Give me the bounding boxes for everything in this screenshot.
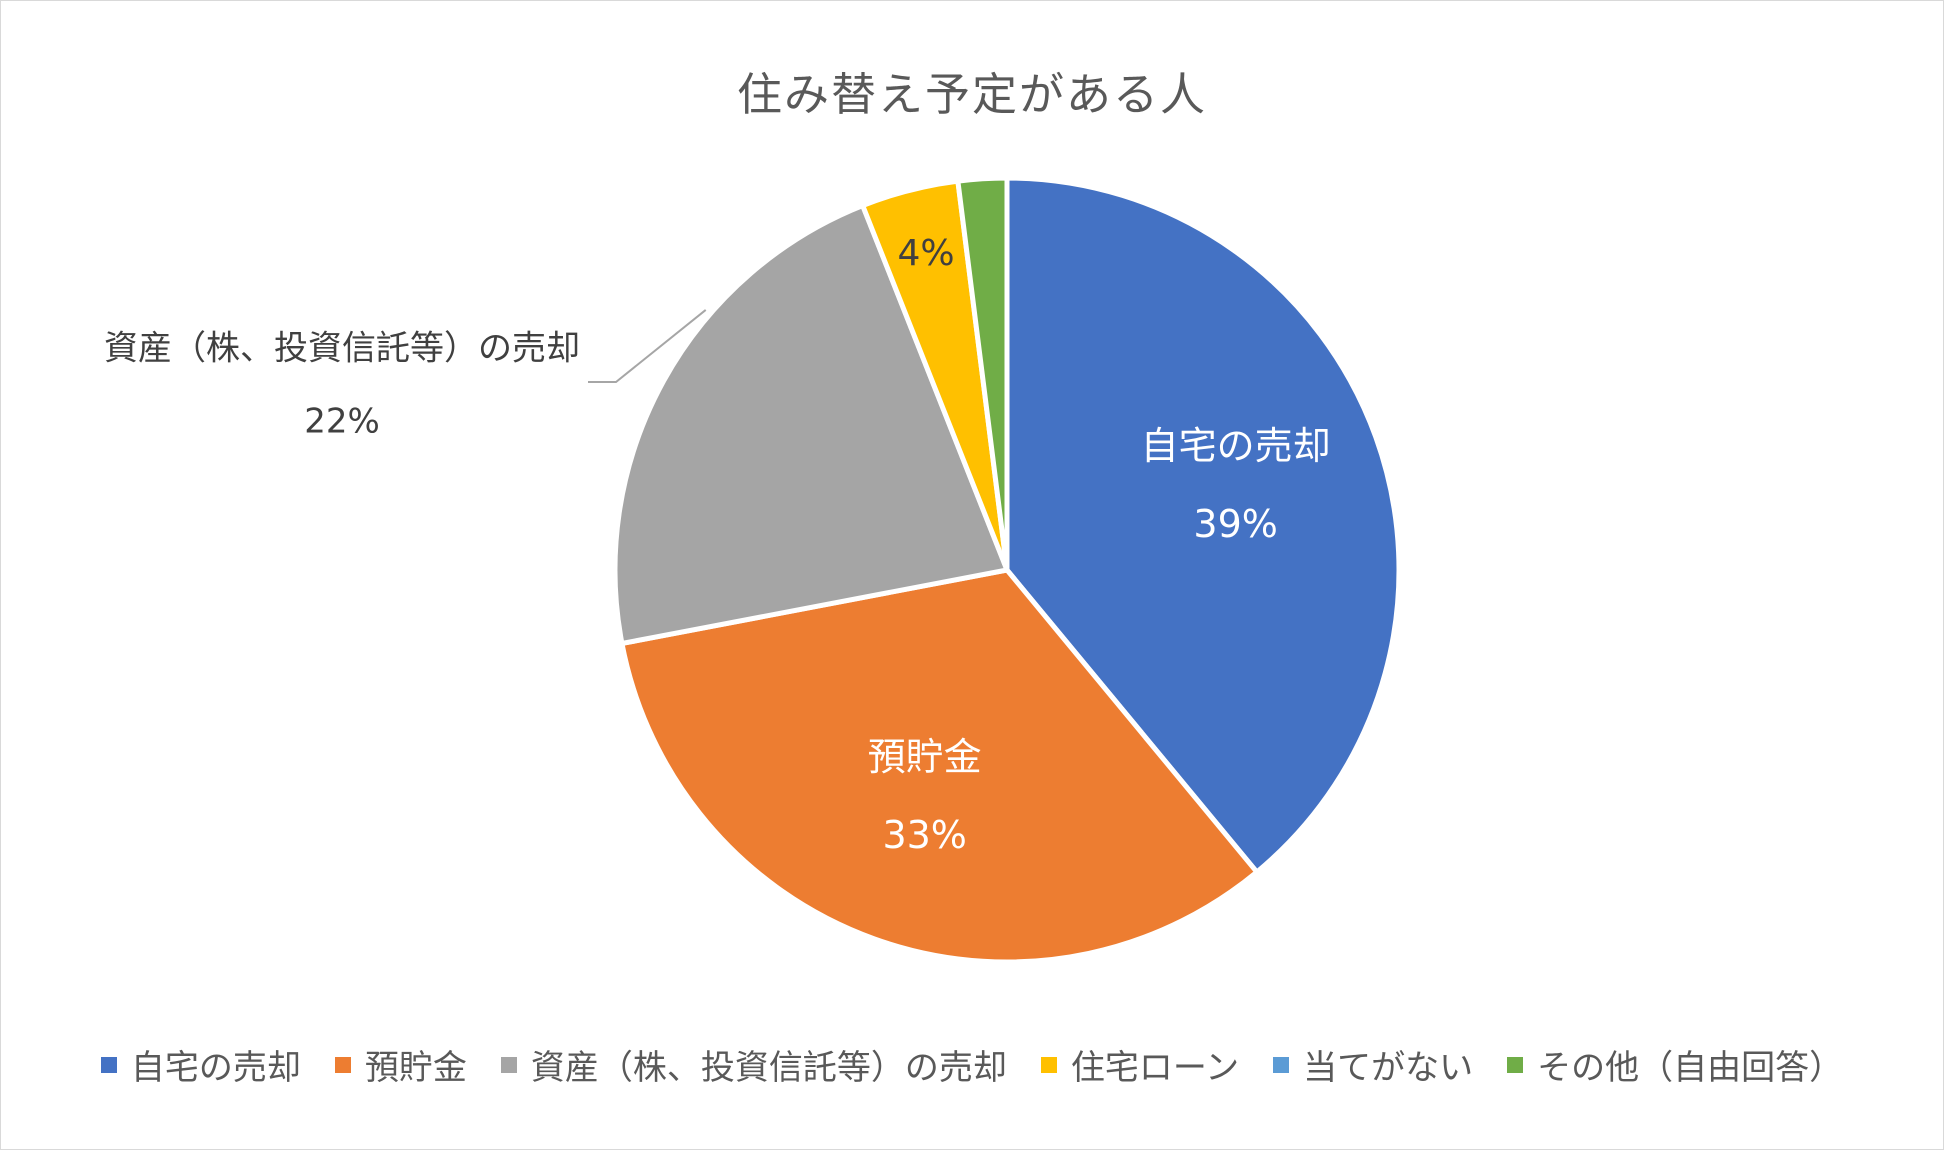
legend-swatch-6 [1507,1056,1524,1073]
legend-swatch-5 [1273,1056,1290,1073]
pie-slice-1 [1004,175,1402,875]
legend-item-1: 自宅の売却 [100,1040,301,1089]
leader-line-3 [588,309,707,383]
legend-item-6: その他（自由回答） [1507,1040,1843,1089]
legend-label-6: その他（自由回答） [1537,1048,1844,1088]
pie-slice-2 [619,567,1260,965]
chart-title: 住み替え予定がある人 [736,68,1207,121]
legend-label-1: 自宅の売却 [130,1048,301,1088]
data-label-category-3: 資産（株、投資信託等）の売却 [104,329,580,369]
legend-swatch-3 [500,1056,517,1073]
legend-swatch-2 [334,1056,351,1073]
legend-label-2: 預貯金 [364,1048,467,1088]
data-label-value-2: 33% [882,813,966,857]
pie-slice-6 [955,175,1010,573]
legend-item-2: 預貯金 [334,1040,467,1089]
legend-item-5: 当てがない [1273,1040,1473,1089]
data-label-value-4: 4% [898,233,955,274]
legend-label-5: 当てがない [1303,1048,1474,1088]
legend-swatch-1 [100,1056,117,1073]
pie-slice-3 [612,203,1010,646]
chart-legend: 自宅の売却 預貯金 資産（株、投資信託等）の売却 住宅ローン 当てがない その他（自由回答… [0,1040,1944,1089]
legend-label-3: 資産（株、投資信託等）の売却 [530,1048,1007,1088]
legend-item-4: 住宅ローン [1040,1040,1240,1089]
legend-swatch-4 [1040,1056,1057,1073]
legend-label-4: 住宅ローン [1070,1048,1240,1088]
data-label-value-3: 22% [304,402,380,442]
data-label-category-1: 自宅の売却 [1141,424,1331,468]
legend-item-3: 資産（株、投資信託等）の売却 [500,1040,1007,1089]
data-label-category-2: 預貯金 [868,735,982,779]
data-label-value-1: 39% [1193,502,1277,546]
